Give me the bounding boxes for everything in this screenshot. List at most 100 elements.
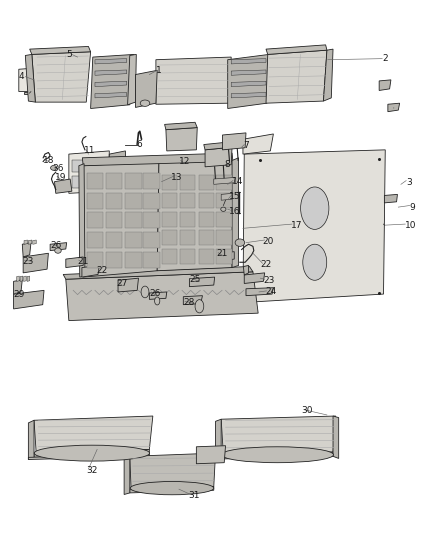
Polygon shape	[23, 253, 48, 273]
Polygon shape	[143, 193, 160, 209]
Text: 7: 7	[243, 141, 249, 150]
Polygon shape	[79, 164, 85, 277]
Text: 3: 3	[406, 178, 412, 187]
Text: 5: 5	[66, 50, 71, 59]
Polygon shape	[69, 151, 110, 193]
Polygon shape	[180, 175, 195, 190]
Polygon shape	[205, 147, 232, 167]
Polygon shape	[162, 193, 177, 208]
Polygon shape	[221, 452, 333, 459]
Polygon shape	[95, 59, 127, 64]
Polygon shape	[110, 151, 125, 193]
Text: 20: 20	[262, 237, 274, 246]
Polygon shape	[156, 57, 231, 104]
Polygon shape	[125, 173, 141, 189]
Polygon shape	[143, 173, 160, 189]
Polygon shape	[72, 176, 86, 188]
Polygon shape	[143, 252, 160, 268]
Polygon shape	[125, 252, 141, 268]
Text: 31: 31	[188, 491, 200, 500]
Polygon shape	[27, 276, 30, 281]
Polygon shape	[196, 446, 226, 464]
Polygon shape	[199, 212, 214, 227]
Text: 28: 28	[184, 298, 194, 307]
Polygon shape	[246, 288, 273, 296]
Polygon shape	[180, 230, 195, 245]
Text: 23: 23	[22, 257, 34, 265]
Text: 30: 30	[302, 406, 313, 415]
Polygon shape	[204, 142, 232, 150]
Text: 16: 16	[230, 207, 241, 216]
Polygon shape	[124, 456, 130, 495]
Text: 29: 29	[14, 289, 25, 298]
Polygon shape	[32, 52, 91, 102]
Text: 23: 23	[263, 276, 275, 285]
Polygon shape	[216, 230, 232, 245]
Polygon shape	[180, 212, 195, 227]
Polygon shape	[34, 449, 149, 457]
Polygon shape	[20, 276, 23, 281]
Polygon shape	[17, 276, 19, 281]
Polygon shape	[25, 54, 35, 102]
Polygon shape	[216, 249, 232, 264]
Ellipse shape	[303, 244, 327, 280]
Polygon shape	[218, 252, 234, 261]
Polygon shape	[106, 232, 122, 248]
Polygon shape	[157, 161, 233, 271]
Polygon shape	[82, 265, 99, 277]
Polygon shape	[221, 416, 336, 455]
Text: 36: 36	[53, 165, 64, 173]
Polygon shape	[243, 150, 385, 303]
Text: 14: 14	[232, 177, 244, 186]
Polygon shape	[266, 50, 327, 103]
Polygon shape	[95, 81, 127, 86]
Polygon shape	[125, 213, 141, 228]
Ellipse shape	[50, 165, 57, 170]
Polygon shape	[50, 243, 67, 251]
Polygon shape	[199, 193, 214, 208]
Polygon shape	[199, 230, 214, 245]
Polygon shape	[231, 93, 266, 98]
Polygon shape	[143, 232, 160, 248]
Polygon shape	[87, 193, 103, 209]
Polygon shape	[199, 249, 214, 264]
Text: 22: 22	[260, 260, 272, 269]
Polygon shape	[106, 193, 122, 209]
Ellipse shape	[140, 100, 150, 107]
Polygon shape	[323, 49, 333, 101]
Polygon shape	[231, 59, 266, 64]
Polygon shape	[66, 272, 258, 320]
Polygon shape	[180, 193, 195, 208]
Ellipse shape	[155, 297, 160, 305]
Polygon shape	[95, 93, 127, 98]
Polygon shape	[87, 213, 103, 228]
Polygon shape	[165, 122, 197, 130]
Text: 10: 10	[405, 221, 417, 230]
Polygon shape	[33, 240, 36, 244]
Text: 26: 26	[50, 241, 61, 250]
Ellipse shape	[195, 300, 204, 313]
Polygon shape	[216, 193, 232, 208]
Ellipse shape	[141, 286, 149, 298]
Polygon shape	[244, 265, 249, 275]
Polygon shape	[66, 257, 83, 268]
Polygon shape	[34, 416, 153, 453]
Polygon shape	[379, 80, 391, 91]
Polygon shape	[162, 230, 177, 245]
Polygon shape	[180, 249, 195, 264]
Polygon shape	[87, 173, 103, 189]
Text: 13: 13	[171, 173, 183, 182]
Polygon shape	[89, 176, 103, 188]
Polygon shape	[162, 212, 177, 227]
Polygon shape	[143, 213, 160, 228]
Polygon shape	[130, 487, 214, 493]
Text: 18: 18	[43, 156, 54, 165]
Polygon shape	[72, 160, 86, 172]
Polygon shape	[24, 240, 28, 244]
Polygon shape	[231, 81, 266, 86]
Polygon shape	[24, 92, 34, 94]
Polygon shape	[385, 195, 397, 203]
Polygon shape	[87, 252, 103, 268]
Polygon shape	[118, 278, 138, 292]
Polygon shape	[83, 161, 159, 277]
